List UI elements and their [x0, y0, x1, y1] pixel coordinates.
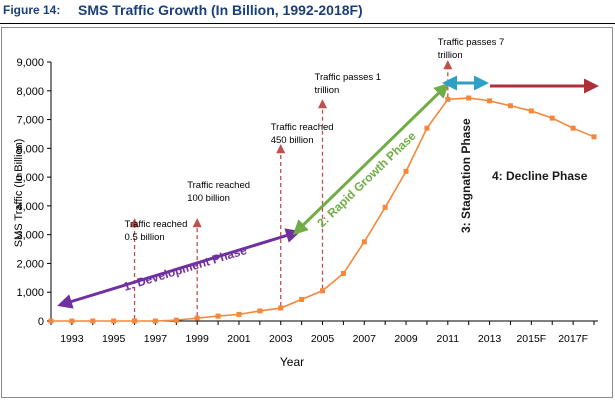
y-axis-label: SMS Traffic (In Billion) [13, 139, 25, 248]
data-point [278, 305, 284, 311]
y-tick-label: 9,000 [16, 57, 44, 69]
header-divider [0, 23, 615, 24]
chart-frame: 0 1,000 2,000 3,000 4,000 5,000 6,000 7,000 8,00… [1, 27, 613, 398]
data-point [320, 288, 325, 294]
data-point [257, 308, 263, 314]
data-point [403, 168, 409, 174]
x-tick-label: 2003 [269, 333, 293, 345]
rapid-growth-phase-arrow [292, 82, 450, 236]
x-axis-label: Year [280, 355, 304, 369]
data-point [69, 318, 75, 324]
decline-phase-label: 4: Decline Phase [492, 169, 588, 183]
data-point [194, 315, 200, 321]
x-tick-label: 2015F [516, 333, 546, 345]
x-tick-label: 2013 [478, 333, 502, 345]
development-phase-arrow [57, 228, 301, 309]
figure-header: Figure 14: SMS Traffic Growth (In Billio… [0, 0, 615, 22]
data-point [173, 317, 179, 323]
data-point [424, 125, 430, 131]
data-point [299, 296, 305, 302]
data-point [48, 318, 54, 324]
milestone-label: Traffic reached 100 billion [187, 180, 250, 204]
rapid-growth-phase-label: 2: Rapid Growth Phase [314, 129, 418, 231]
x-tick-label: 2017F [558, 333, 588, 345]
y-tick-label: 4,000 [16, 201, 44, 213]
x-tick-label: 1993 [60, 333, 84, 345]
data-point [570, 125, 576, 131]
data-point [111, 318, 117, 324]
data-point [549, 115, 555, 121]
milestone-label: Traffic reached 450 billion [271, 122, 334, 146]
y-tick-label: 3,000 [16, 230, 44, 242]
data-point [361, 239, 367, 245]
x-tick-label: 2007 [353, 333, 377, 345]
y-tick-label: 5,000 [16, 172, 44, 184]
sms-traffic-chart: 0 1,000 2,000 3,000 4,000 5,000 6,000 7,000 8,00… [13, 37, 599, 369]
x-tick-label: 1999 [186, 333, 210, 345]
data-point [340, 271, 346, 277]
milestone-label: Traffic passes 7 trillion [438, 37, 505, 61]
stagnation-phase-label: 3: Stagnation Phase [459, 118, 473, 233]
data-point [90, 318, 96, 324]
data-point [215, 313, 221, 319]
y-tick-label: 8,000 [16, 86, 44, 98]
x-tick-label: 2009 [394, 333, 418, 345]
y-tick-label: 1,000 [16, 287, 44, 299]
y-tick-label: 0 [38, 316, 44, 328]
data-point [507, 103, 513, 109]
data-point [152, 318, 158, 324]
development-phase-label: 1: Development Phase [122, 243, 249, 294]
data-point [445, 96, 451, 102]
milestone-label: Traffic passes 1 trillion [315, 72, 382, 96]
x-tick-label: 1997 [144, 333, 168, 345]
x-tick-label: 2005 [311, 333, 335, 345]
x-tick-label: 2001 [227, 333, 251, 345]
data-point [591, 134, 597, 140]
data-point [236, 311, 242, 317]
data-point [466, 95, 472, 101]
y-tick-label: 7,000 [16, 115, 44, 127]
figure-number: Figure 14: [3, 3, 61, 17]
y-tick-label: 2,000 [16, 258, 44, 270]
x-tick-label: 1995 [102, 333, 126, 345]
figure-title: SMS Traffic Growth (In Billion, 1992-201… [78, 2, 363, 18]
y-tick-label: 6,000 [16, 143, 44, 155]
data-point [487, 98, 493, 104]
data-point [528, 108, 534, 114]
data-point [132, 318, 138, 324]
data-point [382, 204, 388, 210]
x-tick-label: 2011 [437, 333, 460, 345]
